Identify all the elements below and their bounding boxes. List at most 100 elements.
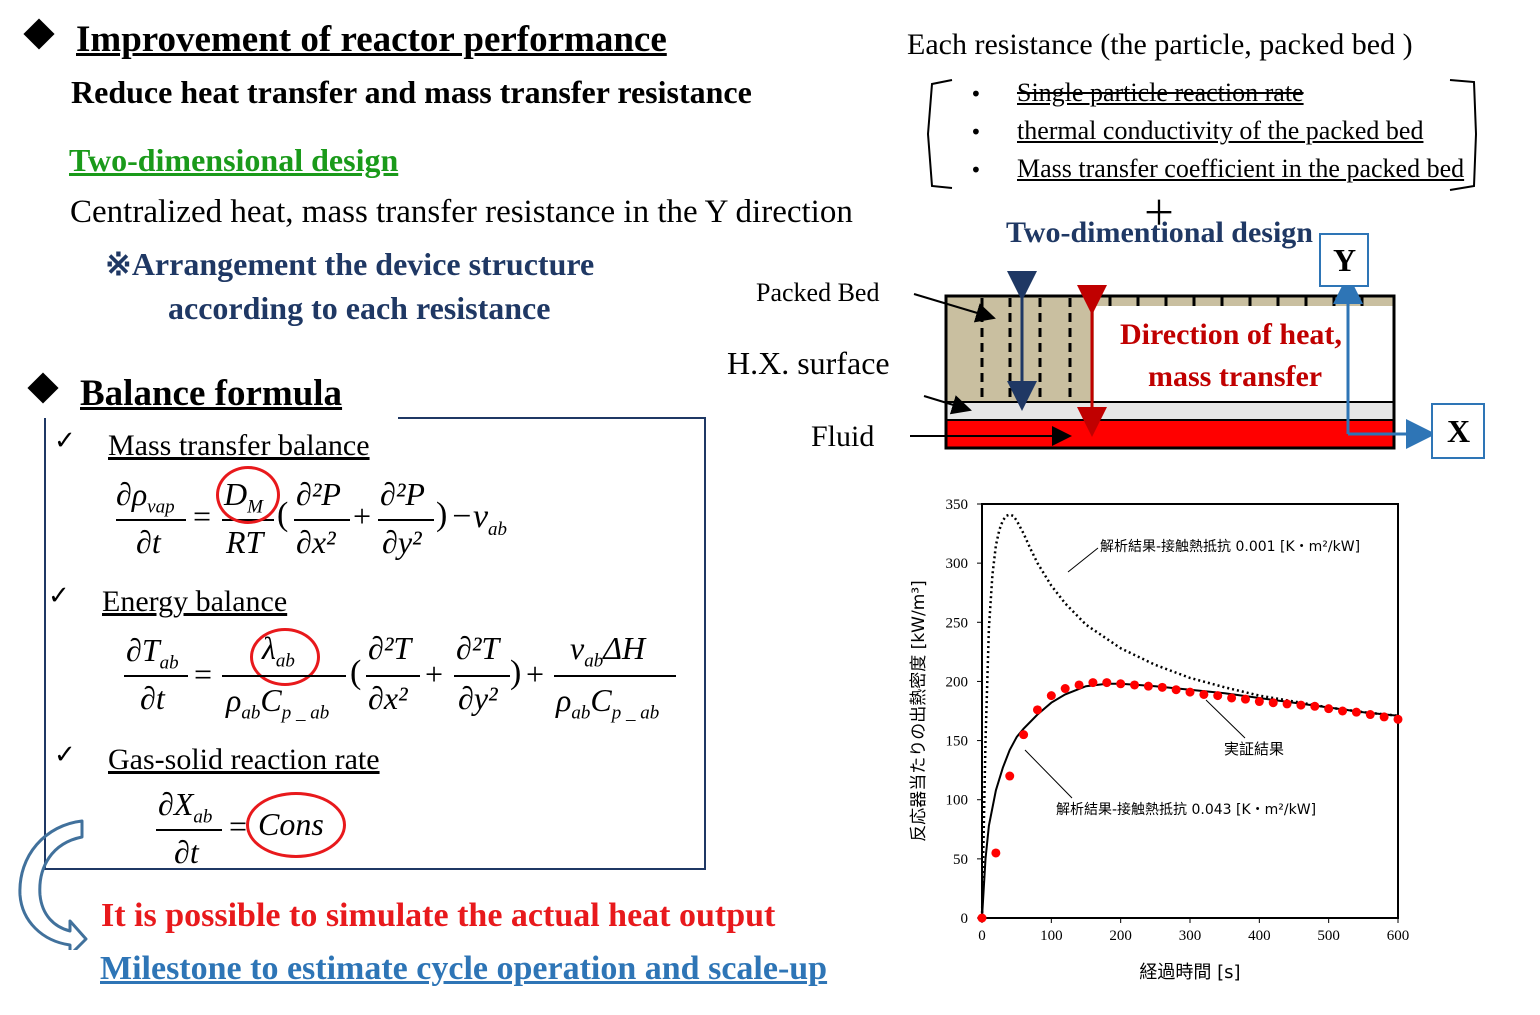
annotation-leader-measured bbox=[1205, 699, 1246, 739]
data-point-measured bbox=[1324, 704, 1334, 714]
eq1-plus: + bbox=[353, 498, 372, 534]
eq1-open-paren: ( bbox=[277, 496, 289, 533]
annotation-solid-series: 解析結果-接触熱抵抗 0.043 [K・m²/kW] bbox=[1056, 801, 1316, 818]
each-resistance-text: Each resistance (the particle, packed be… bbox=[907, 28, 1413, 61]
data-point-measured bbox=[1296, 700, 1306, 710]
diamond-bullet-icon bbox=[23, 18, 55, 50]
eq1-equals: = bbox=[193, 498, 212, 534]
x-tick-label: 300 bbox=[1179, 928, 1202, 944]
eq2-open-paren: ( bbox=[350, 654, 362, 691]
data-point-measured bbox=[1351, 707, 1361, 717]
balance-formula-box bbox=[44, 418, 706, 870]
balance-formula-box-top bbox=[398, 417, 706, 419]
annotation-dotted-series: 解析結果-接触熱抵抗 0.001 [K・m²/kW] bbox=[1100, 538, 1360, 555]
eq1-lhs-num: ∂ρvap bbox=[116, 476, 175, 518]
fluid-label: Fluid bbox=[811, 420, 875, 453]
eq1-tail: −νab bbox=[450, 498, 508, 540]
annotation-leader-solid bbox=[1024, 749, 1073, 799]
data-point-measured bbox=[1005, 771, 1015, 781]
eq2-equals: = bbox=[194, 656, 213, 692]
packed-bed-label: Packed Bed bbox=[756, 278, 880, 307]
data-point-measured bbox=[1227, 693, 1237, 703]
data-point-measured bbox=[1143, 681, 1153, 691]
conclusion-milestone: Milestone to estimate cycle operation an… bbox=[100, 950, 828, 987]
data-point-measured bbox=[1060, 684, 1070, 694]
hx-surface-label: H.X. surface bbox=[727, 345, 890, 381]
check-icon: ✓ bbox=[48, 581, 70, 611]
conclusion-simulate: It is possible to simulate the actual he… bbox=[101, 897, 776, 934]
gas-solid-reaction-label: Gas-solid reaction rate bbox=[108, 743, 380, 776]
eq1-t1-den: ∂x² bbox=[296, 524, 336, 560]
bullet-1: • bbox=[970, 82, 982, 106]
two-dimentional-design-label: Two-dimentional design bbox=[1006, 216, 1313, 249]
eq1-t2-den: ∂y² bbox=[382, 524, 422, 560]
y-tick-label: 0 bbox=[961, 911, 969, 927]
bullet-text-single-particle: Single particle reaction rate bbox=[1017, 78, 1304, 107]
data-point-measured bbox=[1240, 694, 1250, 704]
annotation-measured: 実証結果 bbox=[1224, 740, 1284, 758]
y-tick-label: 150 bbox=[946, 734, 969, 750]
y-tick-label: 300 bbox=[946, 556, 969, 572]
eq2-t1-num: ∂²T bbox=[368, 630, 412, 666]
check-icon: ✓ bbox=[54, 740, 76, 770]
data-point-measured bbox=[1282, 699, 1292, 709]
data-point-measured bbox=[1268, 698, 1278, 708]
mass-transfer-balance-label: Mass transfer balance bbox=[108, 429, 370, 462]
centralized-resistance-text: Centralized heat, mass transfer resistan… bbox=[70, 194, 853, 230]
x-axis-title: 経過時間 [s] bbox=[1139, 962, 1240, 983]
two-dimensional-design-title: Two-dimensional design bbox=[69, 142, 399, 178]
data-point-measured bbox=[1116, 679, 1126, 689]
x-axis-label: X bbox=[1447, 413, 1471, 449]
eq2-plus: + bbox=[425, 656, 444, 692]
data-point-measured bbox=[1019, 730, 1029, 740]
data-point-measured bbox=[991, 848, 1001, 858]
eq1-lhs-den: ∂t bbox=[136, 524, 161, 560]
y-tick-label: 250 bbox=[946, 615, 969, 631]
data-point-measured bbox=[1088, 678, 1098, 688]
heading-improvement: Improvement of reactor performance bbox=[23, 18, 667, 61]
y-axis-label: Y bbox=[1333, 242, 1357, 278]
data-point-measured bbox=[1157, 682, 1167, 692]
check-icon: ✓ bbox=[54, 426, 76, 456]
plot-area bbox=[981, 503, 1399, 919]
series-line-dotted bbox=[980, 513, 1399, 919]
data-point-measured bbox=[1199, 689, 1209, 699]
bullet-text-thermal-conductivity: thermal conductivity of the packed bed bbox=[1017, 116, 1424, 145]
eq2-close-paren: ) bbox=[510, 654, 522, 691]
data-point-measured bbox=[977, 913, 987, 923]
data-point-measured bbox=[1213, 691, 1223, 701]
resistance-bracket bbox=[926, 79, 1478, 191]
eq3-lhs-num: ∂Xab bbox=[158, 786, 213, 828]
y-tick-label: 350 bbox=[946, 497, 969, 513]
eq3-lhs-den: ∂t bbox=[174, 834, 199, 870]
data-point-measured bbox=[1032, 705, 1042, 715]
data-point-measured bbox=[1310, 701, 1320, 711]
eq1-close-paren: ) bbox=[436, 496, 448, 533]
eq1-t1-num: ∂²P bbox=[296, 476, 341, 512]
data-point-measured bbox=[1074, 680, 1084, 690]
eq2-r-num: νabΔH bbox=[570, 630, 646, 672]
eq2-t1-den: ∂x² bbox=[368, 680, 408, 716]
bullet-3: • bbox=[970, 158, 982, 182]
data-point-measured bbox=[1365, 710, 1375, 720]
heading-balance-formula: Balance formula bbox=[27, 372, 342, 415]
y-axis-title: 反応器当たりの出熱密度 [kW/m³] bbox=[909, 580, 929, 841]
eq2-r-den: ρabCp _ ab bbox=[556, 682, 660, 724]
highlight-circle bbox=[216, 466, 280, 524]
eq1-t2-num: ∂²P bbox=[380, 476, 425, 512]
x-tick-label: 500 bbox=[1317, 928, 1340, 944]
y-tick-label: 100 bbox=[946, 793, 969, 809]
x-tick-label: 0 bbox=[978, 928, 986, 944]
highlight-circle bbox=[246, 792, 346, 858]
eq2-plus-2: + bbox=[526, 656, 545, 692]
data-point-measured bbox=[1185, 687, 1195, 697]
x-tick-label: 200 bbox=[1109, 928, 1132, 944]
y-tick-label: 200 bbox=[946, 674, 969, 690]
highlight-circle bbox=[250, 628, 320, 686]
heat-output-chart: 0 100 200 300 400 500 600 0 50 100 150 200 250 300 350… bbox=[909, 497, 1409, 983]
eq1-rt: RT bbox=[226, 524, 264, 560]
bullet-2: • bbox=[970, 120, 982, 144]
curved-arrow-icon bbox=[18, 819, 88, 950]
eq2-t2-num: ∂²T bbox=[456, 630, 500, 666]
subheading-reduce-resistance: Reduce heat transfer and mass transfer r… bbox=[71, 74, 752, 110]
